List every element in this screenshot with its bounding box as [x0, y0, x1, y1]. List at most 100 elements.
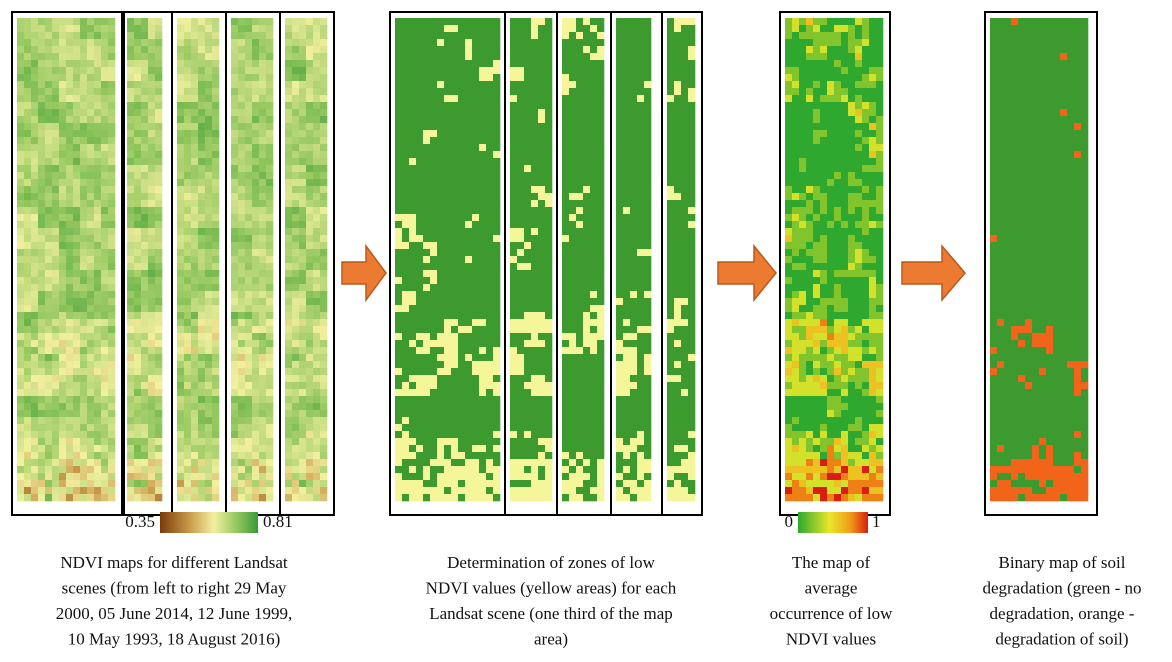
map-pixel: [416, 270, 423, 277]
map-pixel: [465, 25, 472, 32]
map-pixel: [285, 277, 292, 284]
map-pixel: [538, 130, 545, 137]
map-pixel: [472, 368, 479, 375]
map-pixel: [545, 417, 552, 424]
map-pixel: [623, 214, 630, 221]
map-pixel: [238, 298, 245, 305]
map-pixel: [524, 130, 531, 137]
map-pixel: [87, 473, 94, 480]
map-pixel: [134, 417, 141, 424]
map-pixel: [524, 207, 531, 214]
map-pixel: [66, 235, 73, 242]
map-pixel: [155, 179, 162, 186]
map-pixel: [644, 116, 651, 123]
map-pixel: [616, 459, 623, 466]
map-pixel: [238, 445, 245, 452]
map-pixel: [423, 284, 430, 291]
map-pixel: [292, 333, 299, 340]
map-pixel: [134, 368, 141, 375]
map-pixel: [395, 445, 402, 452]
map-pixel: [597, 165, 604, 172]
map-pixel: [59, 452, 66, 459]
map-pixel: [73, 165, 80, 172]
map-pixel: [486, 249, 493, 256]
map-pixel: [212, 494, 219, 501]
map-pixel: [38, 424, 45, 431]
map-pixel: [259, 46, 266, 53]
map-pixel: [423, 32, 430, 39]
map-pixel: [465, 207, 472, 214]
map-pixel: [231, 354, 238, 361]
map-pixel: [597, 361, 604, 368]
map-pixel: [437, 382, 444, 389]
map-pixel: [238, 417, 245, 424]
map-pixel: [266, 165, 273, 172]
map-pixel: [644, 459, 651, 466]
map-pixel: [597, 25, 604, 32]
map-pixel: [155, 452, 162, 459]
map-pixel: [155, 235, 162, 242]
map-pixel: [597, 340, 604, 347]
map-pixel: [87, 242, 94, 249]
map-pixel: [688, 249, 695, 256]
map-pixel: [320, 200, 327, 207]
map-pixel: [292, 410, 299, 417]
map-pixel: [66, 88, 73, 95]
map-pixel: [155, 200, 162, 207]
map-pixel: [87, 368, 94, 375]
map-pixel: [66, 116, 73, 123]
map-pixel: [486, 361, 493, 368]
map-pixel: [38, 305, 45, 312]
map-pixel: [430, 445, 437, 452]
map-pixel: [576, 473, 583, 480]
map-pixel: [576, 291, 583, 298]
map-pixel: [416, 53, 423, 60]
map-pixel: [299, 277, 306, 284]
map-pixel: [472, 158, 479, 165]
map-pixel: [177, 347, 184, 354]
map-pixel: [299, 32, 306, 39]
map-pixel: [576, 228, 583, 235]
map-pixel: [545, 214, 552, 221]
map-pixel: [409, 291, 416, 298]
map-pixel: [451, 375, 458, 382]
map-pixel: [616, 354, 623, 361]
map-pixel: [31, 270, 38, 277]
map-pixel: [252, 109, 259, 116]
map-pixel: [191, 81, 198, 88]
map-pixel: [24, 382, 31, 389]
map-pixel: [198, 396, 205, 403]
map-pixel: [569, 480, 576, 487]
map-pixel: [31, 46, 38, 53]
map-pixel: [191, 95, 198, 102]
map-pixel: [38, 326, 45, 333]
map-pixel: [45, 494, 52, 501]
map-pixel: [198, 235, 205, 242]
map-pixel: [127, 382, 134, 389]
map-pixel: [423, 494, 430, 501]
map-pixel: [630, 186, 637, 193]
map-pixel: [59, 389, 66, 396]
map-pixel: [674, 333, 681, 340]
map-pixel: [191, 39, 198, 46]
map-pixel: [31, 200, 38, 207]
map-pixel: [465, 361, 472, 368]
map-pixel: [148, 494, 155, 501]
map-pixel: [510, 438, 517, 445]
map-pixel: [205, 221, 212, 228]
map-pixel: [644, 228, 651, 235]
map-pixel: [616, 438, 623, 445]
map-pixel: [306, 382, 313, 389]
map-pixel: [252, 438, 259, 445]
map-pixel: [623, 109, 630, 116]
map-pixel: [259, 102, 266, 109]
map-pixel: [517, 158, 524, 165]
map-pixel: [524, 249, 531, 256]
map-pixel: [52, 354, 59, 361]
map-pixel: [479, 193, 486, 200]
map-pixel: [423, 179, 430, 186]
map-pixel: [597, 396, 604, 403]
map-pixel: [479, 32, 486, 39]
map-pixel: [486, 123, 493, 130]
map-pixel: [430, 431, 437, 438]
